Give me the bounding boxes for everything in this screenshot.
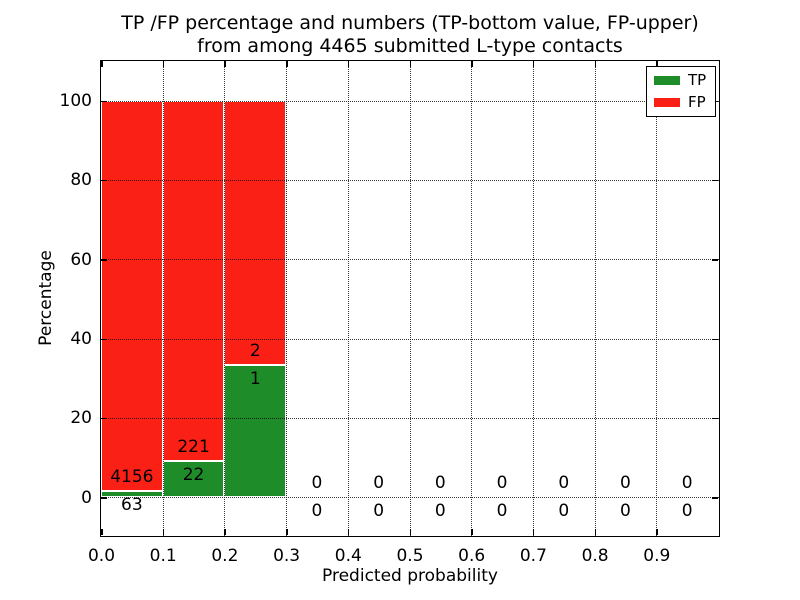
fp-count-label: 0: [620, 473, 631, 494]
x-tick-mark-top: [409, 61, 411, 67]
gridline-vertical: [532, 61, 534, 536]
gridline-vertical: [471, 61, 473, 536]
x-tick-mark: [594, 529, 597, 535]
gridline-vertical: [224, 61, 226, 536]
y-tick-mark: [101, 100, 107, 103]
y-tick-mark-right: [712, 417, 718, 420]
x-tick-label: 0.0: [87, 546, 116, 566]
gridline-vertical: [162, 61, 164, 536]
gridline-vertical: [656, 61, 658, 536]
fp-count-label: 221: [177, 437, 210, 458]
x-tick-mark-top: [162, 61, 165, 67]
fp-count-label: 0: [434, 473, 446, 494]
fp-count-label: 2: [249, 341, 261, 362]
bar-fp-segment: [101, 100, 163, 492]
x-tick-mark-top: [471, 61, 473, 67]
y-tick-mark: [101, 417, 107, 420]
x-tick-mark: [471, 529, 473, 535]
y-tick-label: 100: [59, 91, 92, 112]
bar-fp-segment: [162, 100, 225, 462]
x-tick-label: 0.4: [334, 546, 362, 566]
x-tick-label: 0.5: [396, 546, 424, 566]
y-tick-mark-right: [712, 497, 718, 499]
x-tick-mark-top: [594, 61, 597, 67]
fp-count-label: 4156: [110, 467, 154, 488]
bar-tp-segment: [101, 491, 163, 498]
x-tick-mark-top: [101, 61, 103, 67]
chart-title: TP /FP percentage and numbers (TP-bottom…: [100, 12, 720, 58]
x-tick-mark-top: [286, 61, 288, 67]
x-tick-mark-top: [532, 61, 535, 67]
fp-count-label: 0: [496, 473, 508, 494]
x-tick-mark: [224, 529, 226, 535]
tp-count-label: 0: [558, 501, 570, 522]
x-tick-mark: [162, 529, 165, 535]
gridline-vertical: [347, 61, 349, 536]
x-tick-mark: [347, 529, 350, 535]
y-tick-label: 60: [70, 249, 92, 270]
y-tick-mark-right: [712, 179, 718, 182]
fp-count-label: 0: [681, 473, 693, 494]
x-tick-mark: [101, 529, 103, 535]
x-tick-mark: [656, 529, 658, 535]
x-tick-label: 0.3: [273, 546, 301, 566]
chart-title-line1: TP /FP percentage and numbers (TP-bottom…: [121, 12, 699, 34]
tp-count-label: 0: [620, 501, 631, 522]
x-tick-mark: [286, 529, 288, 535]
x-axis-label: Predicted probability: [322, 566, 498, 586]
x-tick-mark-top: [224, 61, 226, 67]
x-tick-label: 0.2: [211, 546, 239, 566]
y-tick-label: 40: [70, 329, 92, 350]
x-tick-label: 0.1: [149, 546, 177, 566]
legend-label-fp: FP: [688, 93, 706, 111]
x-tick-mark-top: [656, 61, 658, 67]
x-tick-label: 0.9: [643, 546, 671, 566]
x-tick-label: 0.6: [458, 546, 486, 566]
y-tick-mark: [101, 179, 107, 182]
tp-count-label: 0: [681, 501, 693, 522]
chart-title-line2: from among 4465 submitted L-type contact…: [197, 35, 623, 57]
bar-fp-segment: [224, 100, 287, 366]
tp-count-label: 63: [121, 495, 143, 516]
y-tick-label: 0: [81, 487, 92, 508]
tp-count-label: 22: [182, 465, 205, 486]
tp-count-label: 0: [434, 501, 446, 522]
y-tick-mark-right: [712, 338, 718, 341]
y-tick-label: 80: [70, 170, 92, 191]
gridline-vertical: [594, 61, 596, 536]
legend-label-tp: TP: [688, 71, 707, 89]
y-tick-mark: [101, 259, 107, 261]
legend-swatch-tp-icon: [654, 76, 680, 85]
legend-item-tp: TP: [654, 73, 708, 88]
x-tick-label: 0.7: [519, 546, 547, 566]
gridline-vertical: [409, 61, 411, 536]
y-tick-mark: [101, 338, 107, 341]
bar-tp-segment: [162, 461, 225, 498]
legend: TP FP: [646, 66, 716, 117]
x-tick-mark: [532, 529, 535, 535]
gridline-vertical: [286, 61, 288, 536]
tp-count-label: 0: [373, 501, 385, 522]
x-tick-mark: [409, 529, 411, 535]
x-tick-mark-top: [347, 61, 350, 67]
legend-swatch-fp-icon: [654, 98, 680, 107]
x-tick-label: 0.8: [581, 546, 609, 566]
tp-count-label: 1: [249, 369, 261, 390]
tp-count-label: 0: [311, 501, 323, 522]
tp-count-label: 0: [496, 501, 508, 522]
y-tick-mark-right: [712, 259, 718, 261]
fp-count-label: 0: [558, 473, 570, 494]
y-tick-label: 20: [70, 408, 92, 429]
fp-count-label: 0: [373, 473, 385, 494]
plot-area: TP FP 4156 63 221 22 2 1 0 0 0 0 0 0 0 0 0 0 0 0 0 0: [100, 60, 720, 537]
legend-item-fp: FP: [654, 95, 708, 110]
fp-count-label: 0: [311, 473, 323, 494]
y-tick-mark: [101, 497, 107, 499]
